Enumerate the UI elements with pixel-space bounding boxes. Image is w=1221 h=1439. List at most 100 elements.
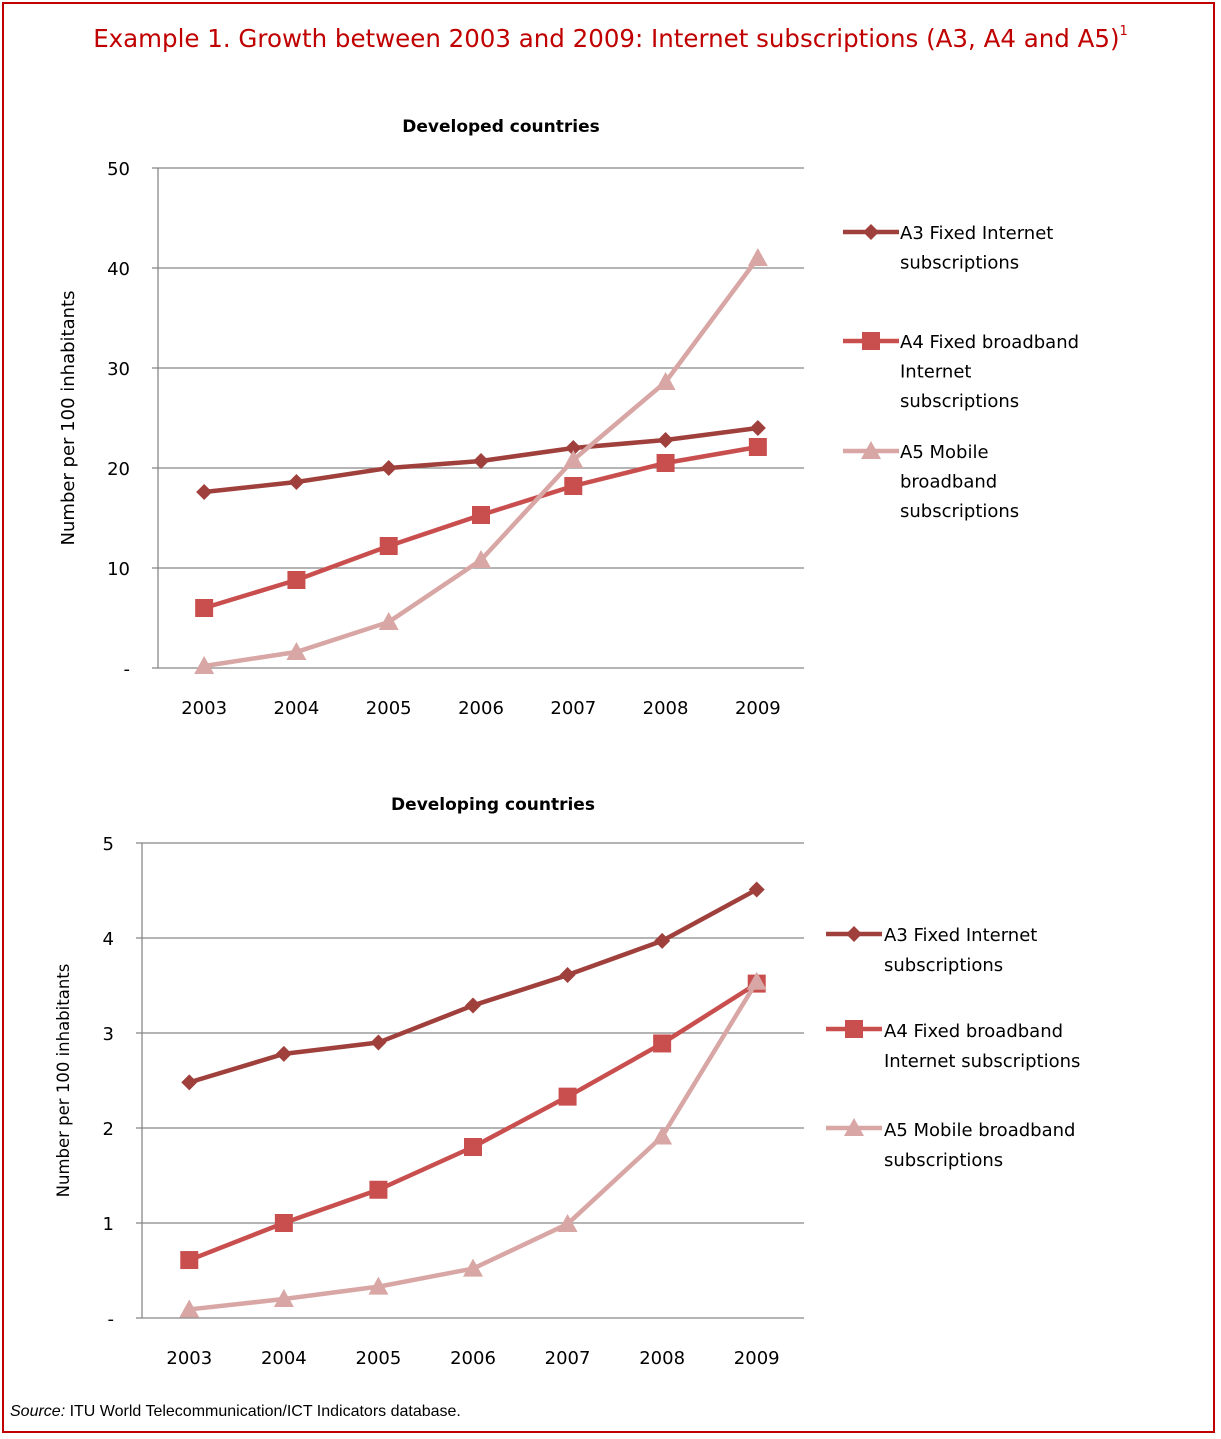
data-point-diamond xyxy=(559,967,576,984)
data-point-triangle xyxy=(194,656,215,674)
data-point-diamond xyxy=(749,420,766,436)
data-point-triangle xyxy=(463,1258,483,1277)
source-note: Source: ITU World Telecommunication/ICT … xyxy=(10,1403,461,1421)
data-point-triangle xyxy=(179,1299,200,1318)
y-tick-label: - xyxy=(108,1309,115,1330)
data-point-diamond xyxy=(473,453,489,469)
data-point-triangle xyxy=(655,372,676,390)
source-text: ITU World Telecommunication/ICT Indicato… xyxy=(65,1403,461,1420)
data-point-diamond xyxy=(748,881,765,898)
data-point-diamond xyxy=(370,1034,387,1051)
legend-marker-diamond xyxy=(863,224,879,240)
legend-label: A5 Mobile broadband xyxy=(884,1120,1075,1141)
data-point-diamond xyxy=(654,932,671,949)
legend-marker-diamond xyxy=(846,926,862,942)
data-point-square xyxy=(369,1180,388,1199)
data-point-square xyxy=(274,1214,293,1232)
data-point-square xyxy=(472,506,490,524)
legend-label: broadband xyxy=(900,472,997,493)
chart-developing: Developing countries - 1 2 3 4 5 2003 2004 2005 20… xyxy=(54,795,1080,1369)
legend-marker-triangle xyxy=(844,1118,864,1136)
series-line-square xyxy=(203,444,759,611)
data-point-square xyxy=(558,1087,577,1106)
x-tick-label: 2005 xyxy=(366,698,412,719)
data-point-diamond xyxy=(181,1074,198,1091)
data-point-diamond xyxy=(380,460,397,476)
legend-label: subscriptions xyxy=(900,501,1019,522)
x-tick-label: 2006 xyxy=(458,698,504,719)
data-point-triangle xyxy=(378,612,399,630)
legend-label: subscriptions xyxy=(884,1150,1003,1171)
chart-title: Developing countries xyxy=(391,795,595,815)
legend-label: Internet xyxy=(900,362,971,383)
title-footnote: 1 xyxy=(1119,23,1128,39)
x-tick-label: 2009 xyxy=(734,1348,780,1369)
y-tick-label: 5 xyxy=(103,834,114,855)
data-point-triangle xyxy=(652,1126,673,1145)
data-point-diamond xyxy=(288,474,305,490)
legend-marker-square xyxy=(845,1020,863,1038)
legend-label: subscriptions xyxy=(884,955,1003,976)
data-point-square xyxy=(656,454,675,472)
x-tick-label: 2003 xyxy=(181,698,227,719)
data-point-triangle xyxy=(273,1289,294,1307)
data-point-square xyxy=(195,599,214,617)
data-point-square xyxy=(564,477,583,495)
x-tick-label: 2007 xyxy=(545,1348,591,1369)
data-point-triangle xyxy=(557,1213,578,1232)
data-point-triangle xyxy=(471,550,491,568)
x-tick-label: 2008 xyxy=(639,1348,685,1369)
data-point-diamond xyxy=(465,997,481,1014)
legend-marker-triangle xyxy=(861,441,881,459)
legend-label: subscriptions xyxy=(900,253,1019,274)
y-tick-label: 10 xyxy=(107,559,130,580)
data-point-square xyxy=(653,1034,672,1053)
x-tick-label: 2006 xyxy=(450,1348,496,1369)
data-point-triangle xyxy=(286,642,307,660)
chart-developed: Developed countries - 10 20 30 40 50 2003 2004 20… xyxy=(58,117,1079,719)
data-point-square xyxy=(748,438,767,456)
data-point-triangle xyxy=(563,450,584,468)
y-axis-label: Number per 100 inhabitants xyxy=(54,964,73,1198)
y-tick-label: 3 xyxy=(103,1024,114,1045)
legend-marker-square xyxy=(862,332,880,350)
data-point-square xyxy=(379,537,398,555)
y-tick-label: 1 xyxy=(103,1214,114,1235)
y-tick-label: 30 xyxy=(107,359,130,380)
x-tick-label: 2003 xyxy=(166,1348,212,1369)
x-tick-label: 2008 xyxy=(643,698,689,719)
legend-label: A3 Fixed Internet xyxy=(884,925,1037,946)
x-tick-label: 2004 xyxy=(261,1348,307,1369)
data-point-square xyxy=(464,1138,482,1156)
data-point-diamond xyxy=(565,440,582,456)
page-title-text: Example 1. Growth between 2003 and 2009:… xyxy=(93,24,1120,53)
data-point-square xyxy=(287,571,306,589)
data-point-square xyxy=(180,1251,199,1270)
data-point-triangle xyxy=(368,1276,389,1295)
x-tick-label: 2007 xyxy=(550,698,596,719)
data-point-diamond xyxy=(275,1045,292,1062)
series-line-diamond xyxy=(188,887,758,1085)
data-point-diamond xyxy=(196,484,213,500)
y-axis-label: Number per 100 inhabitants xyxy=(58,291,79,546)
x-tick-label: 2004 xyxy=(274,698,320,719)
data-point-diamond xyxy=(657,432,674,448)
source-label: Source: xyxy=(10,1403,66,1420)
data-point-triangle xyxy=(747,248,768,266)
x-tick-label: 2005 xyxy=(356,1348,402,1369)
data-point-triangle xyxy=(746,971,767,990)
x-tick-label: 2009 xyxy=(735,698,781,719)
y-tick-label: 20 xyxy=(107,459,130,480)
legend-label: Internet subscriptions xyxy=(884,1051,1080,1072)
y-tick-label: 40 xyxy=(107,259,130,280)
legend-label: A4 Fixed broadband xyxy=(900,332,1079,353)
y-tick-label: - xyxy=(124,659,131,680)
chart-title: Developed countries xyxy=(402,117,600,137)
y-tick-label: 50 xyxy=(107,159,130,180)
legend-label: A5 Mobile xyxy=(900,442,989,463)
legend-label: A3 Fixed Internet xyxy=(900,223,1053,244)
page-title: Example 1. Growth between 2003 and 2009:… xyxy=(0,24,1221,53)
legend-label: A4 Fixed broadband xyxy=(884,1021,1063,1042)
y-tick-label: 4 xyxy=(103,929,114,950)
